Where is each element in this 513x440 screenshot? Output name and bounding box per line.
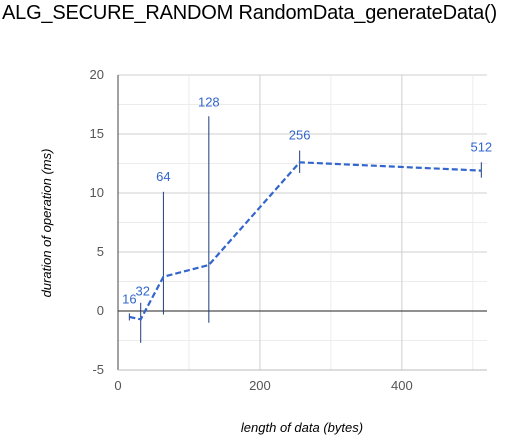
axes xyxy=(117,75,487,371)
data-label: 256 xyxy=(289,128,311,143)
y-tick-label: 0 xyxy=(97,303,104,318)
y-tick-label: 15 xyxy=(90,126,104,141)
x-tick-label: 0 xyxy=(114,378,121,393)
x-tick-label: 200 xyxy=(249,378,271,393)
data-label: 32 xyxy=(135,284,149,299)
chart-title: ALG_SECURE_RANDOM RandomData_generateDat… xyxy=(2,2,497,24)
data-label: 128 xyxy=(198,94,220,109)
y-tick-label: 20 xyxy=(90,67,104,82)
y-axis-title: duration of operation (ms) xyxy=(39,149,54,298)
series-lines xyxy=(129,161,482,321)
y-tick-label: -5 xyxy=(92,362,104,377)
error-bars xyxy=(128,116,482,343)
x-tick-label: 400 xyxy=(391,378,413,393)
y-tick-label: 5 xyxy=(97,244,104,259)
y-tick-label: 10 xyxy=(90,185,104,200)
data-label: 64 xyxy=(156,169,170,184)
series-line xyxy=(129,161,482,321)
grid-lines xyxy=(117,74,487,371)
data-label: 16 xyxy=(122,291,136,306)
data-label: 512 xyxy=(470,139,492,154)
x-axis-title: length of data (bytes) xyxy=(241,420,363,435)
